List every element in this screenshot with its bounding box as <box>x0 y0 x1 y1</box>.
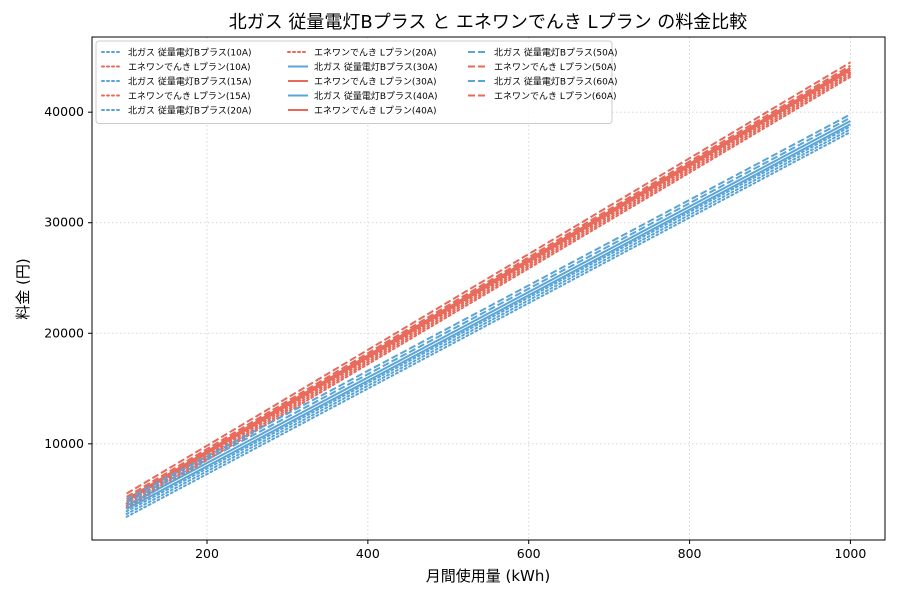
legend-label-5: エネワンでんき Lプラン(20A) <box>314 48 437 59</box>
series-line-3 <box>125 73 852 507</box>
series-line-12 <box>126 113 851 500</box>
chart-title: 北ガス 従量電灯Bプラス と エネワンでんき Lプラン の料金比較 <box>229 12 748 33</box>
series-line-10 <box>126 116 851 504</box>
y-axis: 10000 20000 30000 40000 <box>44 104 92 451</box>
legend-label-0: 北ガス 従量電灯Bプラス(10A) <box>128 47 252 59</box>
series-line-11 <box>126 64 851 498</box>
x-tick-label: 200 <box>195 546 219 561</box>
series-line-2 <box>125 128 852 515</box>
series-line-6 <box>126 123 851 510</box>
series-line-8 <box>126 120 851 507</box>
series-layer <box>125 61 852 518</box>
series-line-7 <box>126 69 851 503</box>
series-line-13 <box>126 61 851 495</box>
legend-label-13: エネワンでんき Lプラン(60A) <box>494 91 617 102</box>
series-line-9 <box>126 67 851 500</box>
legend-label-3: エネワンでんき Lプラン(15A) <box>128 91 251 102</box>
legend-box <box>95 40 613 124</box>
y-tick-label: 20000 <box>44 325 84 340</box>
legend-label-8: 北ガス 従量電灯Bプラス(40A) <box>314 90 438 102</box>
x-axis-label: 月間使用量 (kWh) <box>426 567 551 585</box>
y-tick-label: 40000 <box>44 104 84 119</box>
legend-label-6: 北ガス 従量電灯Bプラス(30A) <box>314 61 438 73</box>
legend-label-11: エネワンでんき Lプラン(50A) <box>494 62 617 73</box>
x-tick-label: 600 <box>517 546 541 561</box>
series-line-1 <box>125 75 852 509</box>
plot-frame <box>91 36 886 541</box>
legend-label-9: エネワンでんき Lプラン(40A) <box>314 106 437 117</box>
series-line-5 <box>125 71 852 505</box>
y-axis-label: 料金 (円) <box>14 258 32 319</box>
x-tick-label: 400 <box>356 546 380 561</box>
legend-label-4: 北ガス 従量電灯Bプラス(20A) <box>128 105 252 117</box>
y-tick-label: 30000 <box>44 215 84 230</box>
x-tick-label: 1000 <box>835 546 867 561</box>
legend-label-7: エネワンでんき Lプラン(30A) <box>314 77 437 88</box>
legend: 北ガス 従量電灯Bプラス(10A) エネワンでんき Lプラン(10A) 北ガス 従量… <box>95 40 618 124</box>
legend-label-2: 北ガス 従量電灯Bプラス(15A) <box>128 76 252 88</box>
legend-label-1: エネワンでんき Lプラン(10A) <box>128 62 251 73</box>
y-tick-label: 10000 <box>44 436 84 451</box>
legend-label-12: 北ガス 従量電灯Bプラス(60A) <box>494 76 618 88</box>
series-line-4 <box>125 125 852 513</box>
legend-label-10: 北ガス 従量電灯Bプラス(50A) <box>494 47 618 59</box>
x-tick-label: 800 <box>678 546 702 561</box>
series-line-0 <box>125 131 852 518</box>
x-axis: 200 400 600 800 1000 <box>195 540 866 561</box>
